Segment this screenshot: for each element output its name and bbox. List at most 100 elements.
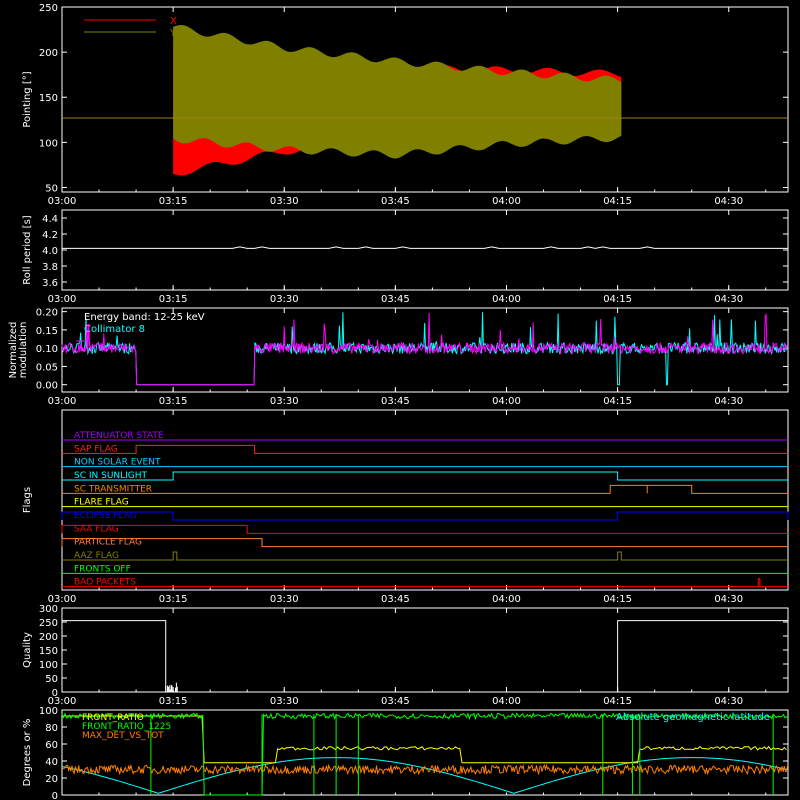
x-tick-label: 03:15 (159, 696, 188, 707)
flag-label: PARTICLE FLAG (74, 538, 142, 548)
y-tick-label: 300 (39, 604, 58, 615)
x-tick-label: 03:45 (381, 594, 410, 605)
y-tick-label: 4.0 (42, 246, 58, 257)
y-tick-label: 0.05 (36, 362, 58, 373)
y-tick-label: 20 (45, 774, 58, 785)
x-tick-label: 03:00 (48, 196, 77, 207)
y-tick-label: 3.6 (42, 278, 58, 289)
quality-line (62, 620, 788, 693)
x-tick-label: 03:15 (159, 396, 188, 407)
x-tick-label: 03:45 (381, 396, 410, 407)
y-axis-label: Flags (22, 487, 33, 513)
x-tick-label: 03:00 (48, 396, 77, 407)
y-tick-label: 0.15 (36, 326, 58, 337)
y-tick-label: 50 (45, 674, 58, 685)
x-tick-label: 03:30 (270, 294, 299, 305)
collimator-label: Collimator 8 (84, 324, 145, 335)
legend-label: FRONT_RATIO_1225 (82, 722, 171, 732)
x-tick-label: 03:15 (159, 294, 188, 305)
x-tick-label: 04:00 (492, 396, 521, 407)
y-axis-label: modulation (18, 322, 29, 379)
y-axis-label: Pointing [°] (22, 71, 33, 127)
energy-band-annotation: Energy band: 12-25 keV (84, 312, 205, 323)
y-tick-label: 4.4 (42, 214, 58, 225)
y-tick-label: 0.10 (36, 344, 58, 355)
flag-line (62, 578, 788, 588)
x-tick-label: 03:30 (270, 396, 299, 407)
legend-label: FRONT_RATIO (82, 713, 144, 723)
x-tick-label: 03:15 (159, 196, 188, 207)
x-tick-label: 03:00 (48, 696, 77, 707)
y-tick-label: 250 (39, 618, 58, 629)
plot-frame (61, 409, 789, 591)
x-tick-label: 03:00 (48, 294, 77, 305)
x-tick-label: 04:30 (714, 594, 743, 605)
flag-line (62, 484, 788, 494)
x-tick-label: 04:00 (492, 696, 521, 707)
x-tick-label: 04:30 (714, 396, 743, 407)
flag-line (61, 524, 788, 534)
plot-frame (61, 709, 789, 796)
y-tick-label: 0 (52, 688, 58, 699)
flag-label: AAZ FLAG (74, 551, 119, 561)
roll-period-line (62, 246, 788, 249)
x-tick-label: 03:30 (270, 196, 299, 207)
x-tick-label: 04:15 (603, 294, 632, 305)
x-tick-label: 04:15 (603, 696, 632, 707)
x-tick-label: 04:15 (603, 196, 632, 207)
x-tick-label: 03:30 (270, 594, 299, 605)
y-tick-label: 200 (39, 632, 58, 643)
x-tick-label: 03:45 (381, 196, 410, 207)
y-tick-label: 40 (45, 757, 58, 768)
series-band-Y (173, 25, 622, 159)
flag-label: ATTENUATOR STATE (74, 431, 164, 441)
modulation-series-1 (61, 312, 788, 386)
y-tick-label: 0.00 (36, 381, 58, 392)
front-ratio-1225-line (61, 711, 789, 796)
x-tick-label: 04:30 (714, 196, 743, 207)
legend-label: X (170, 16, 177, 27)
x-tick-label: 04:15 (603, 594, 632, 605)
flag-line (61, 538, 788, 548)
flag-line (62, 444, 788, 454)
y-tick-label: 80 (45, 723, 58, 734)
y-tick-label: 200 (39, 48, 58, 59)
flag-label: SAA FLAG (74, 524, 119, 534)
x-tick-label: 03:45 (381, 696, 410, 707)
y-tick-label: 50 (45, 183, 58, 194)
x-tick-label: 04:30 (714, 294, 743, 305)
flag-label: NON SOLAR EVENT (74, 458, 161, 468)
x-tick-label: 04:00 (492, 196, 521, 207)
flag-label: FLARE FLAG (74, 498, 129, 508)
plot-frame (61, 6, 789, 193)
flag-label: BAD PACKETS (74, 578, 136, 588)
plot-frame (61, 209, 789, 291)
flag-line (62, 551, 788, 561)
legend-label: Y (169, 28, 177, 39)
y-axis-label: Degrees or % (22, 719, 33, 787)
flag-label: SAP FLAG (74, 444, 118, 454)
flag-label: SC IN SUNLIGHT (74, 471, 148, 481)
x-tick-label: 04:00 (492, 294, 521, 305)
x-tick-label: 03:00 (48, 594, 77, 605)
y-tick-label: 3.8 (42, 262, 58, 273)
flag-label: ECLIPSE FLAG (74, 511, 137, 521)
x-tick-label: 04:00 (492, 594, 521, 605)
max-det-line (61, 763, 789, 776)
legend-label: MAX_DET_VS_TOT (82, 731, 164, 741)
x-tick-label: 04:15 (603, 396, 632, 407)
flag-line (62, 471, 788, 481)
y-tick-label: 100 (39, 660, 58, 671)
y-tick-label: 60 (45, 740, 58, 751)
flag-line (61, 511, 789, 521)
x-tick-label: 04:30 (714, 696, 743, 707)
x-tick-label: 03:15 (159, 594, 188, 605)
y-axis-label: Quality (22, 632, 33, 668)
flag-label: FRONTS OFF (74, 564, 131, 574)
y-tick-label: 100 (39, 706, 58, 717)
y-tick-label: 150 (39, 646, 58, 657)
flag-label: SC TRANSMITTER (74, 484, 152, 494)
y-tick-label: 250 (39, 3, 58, 14)
y-tick-label: 0.20 (36, 308, 58, 319)
